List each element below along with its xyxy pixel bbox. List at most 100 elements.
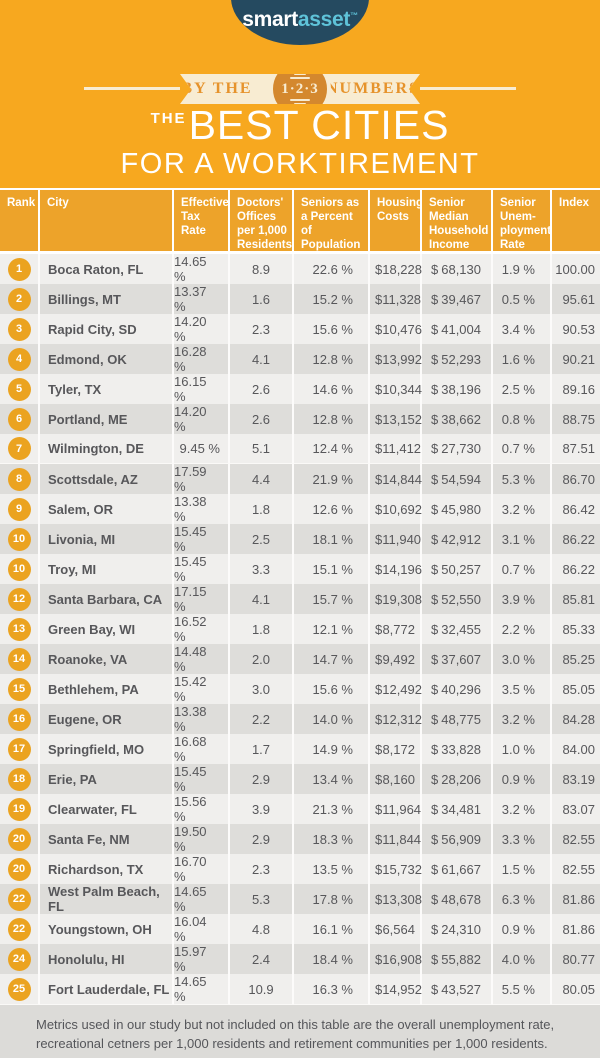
- seniors-percent-cell: 16.1 %: [294, 914, 370, 945]
- rank-badge: 24: [7, 947, 31, 971]
- rank-number: 19: [12, 803, 26, 815]
- tax-rate-cell: 15.56 %: [174, 794, 230, 825]
- table-row: 6 Portland, ME 14.20 % 2.6 12.8 % $ 13,1…: [0, 404, 600, 435]
- header-cell-senior-unemployment: Senior Unem-ployment Rate: [493, 190, 552, 251]
- table-row: 22 Youngstown, OH 16.04 % 4.8 16.1 % $ 6…: [0, 914, 600, 945]
- tax-rate-cell: 14.65 %: [174, 884, 230, 915]
- senior-unemployment-cell: 1.6 %: [493, 344, 552, 375]
- rank-number: 10: [12, 563, 26, 575]
- tax-rate-cell: 16.04 %: [174, 914, 230, 945]
- header-cell-housing-costs: Housing Costs: [370, 190, 423, 251]
- tax-rate-cell: 15.42 %: [174, 674, 230, 705]
- dollar-sign: $: [375, 351, 383, 367]
- senior-income-cell: $ 68,130: [422, 254, 493, 285]
- dollar-sign: $: [431, 921, 439, 937]
- seniors-percent-cell: 12.1 %: [294, 614, 370, 645]
- index-cell: 83.07: [552, 794, 600, 825]
- header-cell-tax-rate: Effective Tax Rate: [174, 190, 230, 251]
- table-row: 1 Boca Raton, FL 14.65 % 8.9 22.6 % $ 18…: [0, 254, 600, 285]
- index-cell: 82.55: [552, 854, 600, 885]
- rank-cell: 13: [0, 614, 40, 645]
- logo-smart-text: smart: [242, 8, 298, 31]
- dollar-sign: $: [375, 801, 383, 817]
- rank-badge: 6: [7, 407, 31, 431]
- title-the: THE: [150, 110, 187, 127]
- income-value: 56,909: [441, 831, 481, 847]
- housing-costs-cell: $ 16,908: [370, 944, 422, 975]
- senior-unemployment-cell: 1.9 %: [493, 254, 552, 285]
- rank-cell: 22: [0, 914, 40, 945]
- rank-cell: 17: [0, 734, 40, 765]
- senior-income-cell: $ 50,257: [422, 554, 493, 585]
- rank-cell: 2: [0, 284, 40, 315]
- seniors-percent-cell: 15.2 %: [294, 284, 370, 315]
- index-cell: 84.28: [552, 704, 600, 735]
- income-value: 32,455: [441, 621, 481, 637]
- index-cell: 80.77: [552, 944, 600, 975]
- banner-text-left: BY THE: [181, 80, 253, 97]
- index-cell: 86.42: [552, 494, 600, 525]
- rank-cell: 19: [0, 794, 40, 825]
- housing-costs-cell: $ 8,172: [370, 734, 422, 765]
- senior-income-cell: $ 61,667: [422, 854, 493, 885]
- senior-income-cell: $ 56,909: [422, 824, 493, 855]
- rank-cell: 24: [0, 944, 40, 975]
- rank-cell: 22: [0, 884, 40, 915]
- rank-badge: 12: [7, 587, 31, 611]
- table-body: 1 Boca Raton, FL 14.65 % 8.9 22.6 % $ 18…: [0, 254, 600, 1005]
- dollar-sign: $: [375, 501, 383, 517]
- housing-costs-cell: $ 12,492: [370, 674, 422, 705]
- table-row: 10 Livonia, MI 15.45 % 2.5 18.1 % $ 11,9…: [0, 524, 600, 555]
- tax-rate-cell: 13.37 %: [174, 284, 230, 315]
- housing-costs-cell: $ 15,732: [370, 854, 422, 885]
- rank-badge: 16: [7, 707, 31, 731]
- tax-rate-cell: 17.59 %: [174, 464, 230, 495]
- seniors-percent-cell: 14.7 %: [294, 644, 370, 675]
- seniors-percent-cell: 15.7 %: [294, 584, 370, 615]
- housing-value: 11,412: [382, 441, 422, 456]
- housing-costs-cell: $ 14,196: [370, 554, 422, 585]
- seniors-percent-cell: 12.6 %: [294, 494, 370, 525]
- income-value: 42,912: [441, 531, 481, 547]
- rank-cell: 14: [0, 644, 40, 675]
- seniors-percent-cell: 15.1 %: [294, 554, 370, 585]
- income-value: 39,467: [441, 291, 481, 307]
- senior-income-cell: $ 38,662: [422, 404, 493, 435]
- banner-right-line: [420, 87, 516, 90]
- title-line-1: THE BEST CITIES: [0, 105, 600, 146]
- doctors-offices-cell: 1.6: [230, 284, 294, 315]
- rank-badge: 3: [7, 317, 31, 341]
- income-value: 48,678: [441, 891, 481, 907]
- title-line-2: FOR A WORKTIREMENT: [120, 148, 480, 180]
- rank-cell: 3: [0, 314, 40, 345]
- page-title: THE BEST CITIES FOR A WORKTIREMENT: [0, 105, 600, 184]
- seniors-percent-cell: 21.9 %: [294, 464, 370, 495]
- housing-costs-cell: $ 11,328: [370, 284, 422, 315]
- city-cell: Honolulu, HI: [40, 944, 174, 975]
- rank-number: 1: [15, 263, 23, 275]
- senior-unemployment-cell: 0.9 %: [493, 764, 552, 795]
- dollar-sign: $: [431, 621, 439, 637]
- city-cell: Clearwater, FL: [40, 794, 174, 825]
- senior-unemployment-cell: 5.3 %: [493, 464, 552, 495]
- city-cell: Santa Fe, NM: [40, 824, 174, 855]
- housing-costs-cell: $ 13,152: [370, 404, 422, 435]
- senior-income-cell: $ 28,206: [422, 764, 493, 795]
- index-cell: 81.86: [552, 914, 600, 945]
- senior-income-cell: $ 48,678: [422, 884, 493, 915]
- housing-costs-cell: $ 10,476: [370, 314, 422, 345]
- tax-rate-cell: 14.20 %: [174, 314, 230, 345]
- table-row: 16 Eugene, OR 13.38 % 2.2 14.0 % $ 12,31…: [0, 704, 600, 735]
- tax-rate-cell: 15.45 %: [174, 524, 230, 555]
- seniors-percent-cell: 15.6 %: [294, 314, 370, 345]
- rank-number: 9: [15, 503, 23, 515]
- city-cell: Wilmington, DE: [40, 434, 174, 464]
- senior-unemployment-cell: 2.5 %: [493, 374, 552, 405]
- doctors-offices-cell: 10.9: [230, 974, 294, 1005]
- housing-value: 15,732: [382, 861, 422, 877]
- tax-rate-cell: 14.65 %: [174, 254, 230, 285]
- housing-value: 11,964: [382, 801, 422, 817]
- senior-income-cell: $ 55,882: [422, 944, 493, 975]
- seniors-percent-cell: 12.4 %: [294, 434, 370, 464]
- seniors-percent-cell: 18.4 %: [294, 944, 370, 975]
